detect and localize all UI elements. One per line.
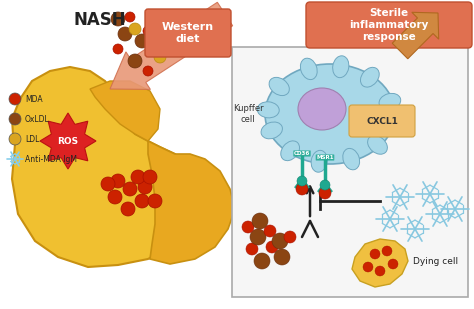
- Circle shape: [148, 194, 162, 208]
- Text: Western
diet: Western diet: [162, 22, 214, 44]
- Circle shape: [118, 27, 132, 41]
- Circle shape: [131, 170, 145, 184]
- Circle shape: [111, 12, 125, 26]
- Circle shape: [135, 34, 149, 48]
- Circle shape: [9, 133, 21, 145]
- Circle shape: [143, 26, 153, 36]
- Circle shape: [153, 42, 163, 52]
- Circle shape: [320, 180, 330, 190]
- Polygon shape: [352, 239, 408, 287]
- FancyBboxPatch shape: [145, 9, 231, 57]
- Ellipse shape: [265, 64, 395, 164]
- Ellipse shape: [301, 58, 317, 80]
- Text: LDL: LDL: [25, 134, 39, 143]
- Circle shape: [121, 202, 135, 216]
- Circle shape: [135, 194, 149, 208]
- Ellipse shape: [269, 77, 289, 95]
- Ellipse shape: [298, 88, 346, 130]
- Circle shape: [123, 182, 137, 196]
- Ellipse shape: [257, 102, 279, 118]
- Ellipse shape: [311, 150, 328, 172]
- Circle shape: [111, 174, 125, 188]
- Circle shape: [9, 93, 21, 105]
- Circle shape: [254, 253, 270, 269]
- Circle shape: [113, 44, 123, 54]
- FancyBboxPatch shape: [306, 2, 472, 48]
- Circle shape: [319, 187, 331, 199]
- Ellipse shape: [281, 141, 300, 161]
- Circle shape: [375, 266, 385, 276]
- FancyBboxPatch shape: [232, 47, 468, 297]
- Polygon shape: [110, 2, 233, 89]
- Circle shape: [284, 231, 296, 243]
- Text: OxLDL: OxLDL: [25, 115, 50, 124]
- Polygon shape: [148, 141, 235, 264]
- Ellipse shape: [379, 93, 401, 110]
- Text: ROS: ROS: [57, 137, 79, 146]
- Ellipse shape: [343, 148, 360, 170]
- Circle shape: [388, 259, 398, 269]
- Text: CXCL1: CXCL1: [366, 116, 398, 125]
- Circle shape: [296, 183, 308, 195]
- FancyBboxPatch shape: [349, 105, 415, 137]
- Circle shape: [154, 51, 166, 63]
- Polygon shape: [90, 81, 160, 141]
- Circle shape: [297, 176, 307, 186]
- Circle shape: [128, 54, 142, 68]
- Text: NASH: NASH: [73, 11, 126, 29]
- Text: Anti-MDA IgM: Anti-MDA IgM: [25, 154, 77, 163]
- Text: Sterile
inflammatory
response: Sterile inflammatory response: [349, 8, 428, 42]
- Text: Dying cell: Dying cell: [413, 256, 458, 265]
- Polygon shape: [40, 113, 96, 169]
- Circle shape: [101, 177, 115, 191]
- Circle shape: [138, 180, 152, 194]
- Circle shape: [246, 243, 258, 255]
- FancyArrow shape: [392, 12, 439, 59]
- Text: MSR1: MSR1: [316, 155, 334, 160]
- Circle shape: [9, 113, 21, 125]
- Circle shape: [143, 66, 153, 76]
- Circle shape: [143, 170, 157, 184]
- Ellipse shape: [368, 136, 387, 154]
- Circle shape: [382, 246, 392, 256]
- Polygon shape: [12, 67, 195, 267]
- Circle shape: [272, 233, 288, 249]
- Text: Kupffer
cell: Kupffer cell: [233, 104, 264, 125]
- Circle shape: [125, 12, 135, 22]
- Circle shape: [266, 241, 278, 253]
- Circle shape: [252, 213, 268, 229]
- Circle shape: [250, 229, 266, 245]
- Circle shape: [108, 190, 122, 204]
- Circle shape: [363, 262, 373, 272]
- Circle shape: [264, 225, 276, 237]
- Text: CD36: CD36: [294, 151, 310, 156]
- Ellipse shape: [361, 67, 379, 87]
- Ellipse shape: [380, 114, 402, 130]
- Ellipse shape: [333, 56, 349, 78]
- Text: MDA: MDA: [25, 95, 43, 104]
- Circle shape: [242, 221, 254, 233]
- Circle shape: [370, 249, 380, 259]
- Circle shape: [129, 23, 141, 35]
- Ellipse shape: [261, 122, 283, 139]
- Circle shape: [274, 249, 290, 265]
